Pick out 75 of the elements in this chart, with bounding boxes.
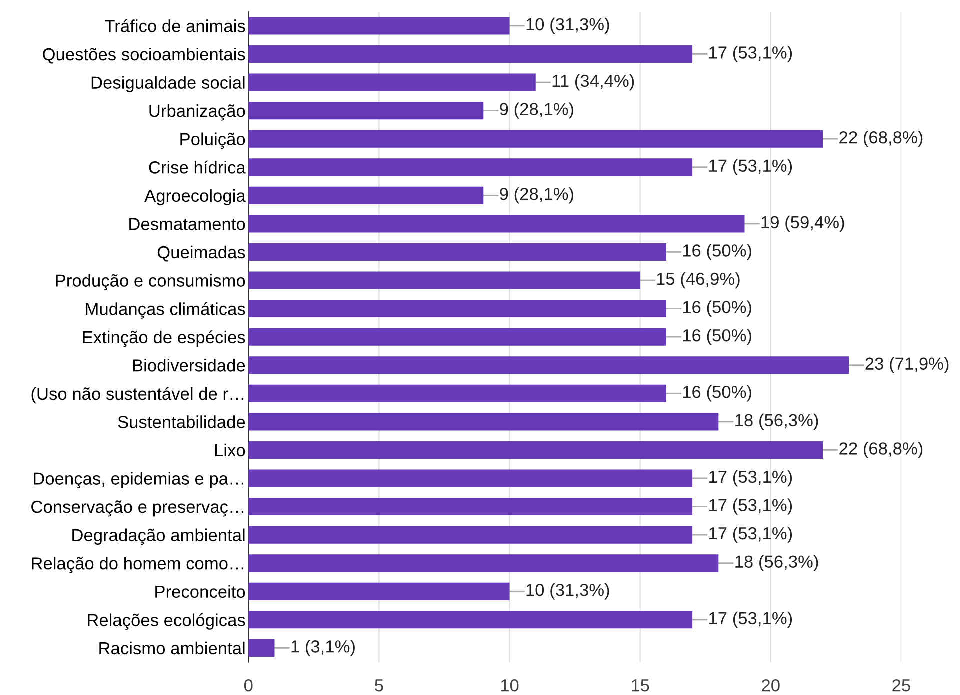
data-label: 1 (3,1%): [292, 640, 355, 656]
bar: [248, 215, 745, 233]
data-label: 16 (50%): [683, 300, 752, 317]
bar: [248, 158, 693, 176]
bar: [248, 300, 666, 318]
y-tick-label: Agroecologia: [144, 189, 246, 206]
y-tick-label: Relações ecológicas: [88, 614, 246, 630]
data-label: 16 (50%): [683, 386, 752, 402]
data-label: 23 (71,9%): [866, 357, 949, 374]
y-tick-label: Desmatamento: [130, 218, 246, 230]
x-tick-label: 20: [762, 679, 780, 692]
y-tick-label: Doenças, epidemias e pa…: [34, 472, 244, 488]
data-label: 9 (28,1%): [500, 102, 574, 119]
bar: [248, 611, 693, 629]
x-tick-label: 5: [375, 680, 384, 692]
data-label: 17 (53,1%): [710, 612, 792, 628]
bar: [248, 328, 666, 346]
y-tick-label: Extinção de espécies: [83, 330, 246, 348]
x-tick-label: 25: [892, 679, 910, 692]
y-tick-label: Preconceito: [156, 585, 246, 598]
bar: [248, 639, 275, 657]
data-label: 17 (53,1%): [710, 159, 792, 176]
bar: [248, 441, 824, 459]
y-tick-label: Racismo ambiental: [100, 642, 245, 655]
data-label: 10 (31,3%): [526, 584, 610, 600]
data-label: 22 (68,8%): [840, 442, 923, 458]
x-tick-label: 0: [244, 679, 253, 692]
bar: [248, 413, 719, 431]
data-label: 11 (34,4%): [552, 74, 634, 91]
data-label: 16 (50%): [683, 244, 752, 260]
y-tick-label: Biodiversidade: [133, 359, 246, 372]
bar: [248, 17, 510, 35]
bar: [248, 470, 693, 488]
bar: [248, 186, 484, 204]
y-tick-label: Tráfico de animais: [105, 19, 246, 32]
bar: [248, 243, 666, 261]
bar: [248, 130, 824, 148]
bar: [248, 45, 693, 64]
y-tick-label: Degradação ambiental: [72, 528, 245, 546]
y-tick-label: Produção e consumismo: [56, 274, 246, 290]
y-tick-label: Sustentabilidade: [118, 416, 246, 428]
y-tick-label: Desigualdade social: [92, 76, 245, 92]
data-label: 22 (68,8%): [840, 131, 923, 148]
data-label: 10 (31,3%): [526, 18, 610, 34]
data-label: 17 (53,1%): [710, 46, 792, 62]
y-tick-label: (Uso não sustentável de r…: [32, 387, 244, 404]
bar: [248, 356, 850, 374]
data-label: 16 (50%): [683, 328, 752, 346]
bar: [248, 384, 666, 402]
bar: [248, 74, 536, 92]
data-label: 9 (28,1%): [500, 188, 574, 204]
data-label: 18 (56,3%): [736, 414, 818, 430]
x-tick-label: 15: [632, 680, 650, 692]
bar: [248, 582, 510, 600]
y-tick-label: Lixo: [215, 444, 246, 457]
data-label: 17 (53,1%): [710, 526, 792, 544]
data-label: 18 (56,3%): [736, 555, 818, 572]
data-label: 15 (46,9%): [657, 272, 740, 289]
y-tick-label: Questões socioambientais: [43, 48, 246, 64]
data-label: 19 (59,4%): [762, 216, 844, 232]
data-label: 17 (53,1%): [710, 470, 792, 487]
bar: [248, 102, 484, 120]
data-label: 17 (53,1%): [710, 498, 792, 515]
y-tick-label: Conservação e preservaç…: [32, 500, 244, 517]
bar: [248, 498, 693, 516]
x-tick-label: 10: [501, 679, 519, 692]
bar: [248, 554, 719, 572]
y-tick-label: Crise hídrica: [149, 160, 246, 174]
y-tick-label: Mudanças climáticas: [86, 302, 246, 319]
bar: [248, 272, 640, 290]
bar: [248, 526, 693, 544]
y-tick-label: Poluição: [180, 132, 246, 150]
y-tick-label: Queimadas: [158, 246, 246, 262]
y-tick-label: Urbanização: [150, 104, 246, 121]
y-tick-label: Relação do homem como…: [32, 557, 244, 574]
